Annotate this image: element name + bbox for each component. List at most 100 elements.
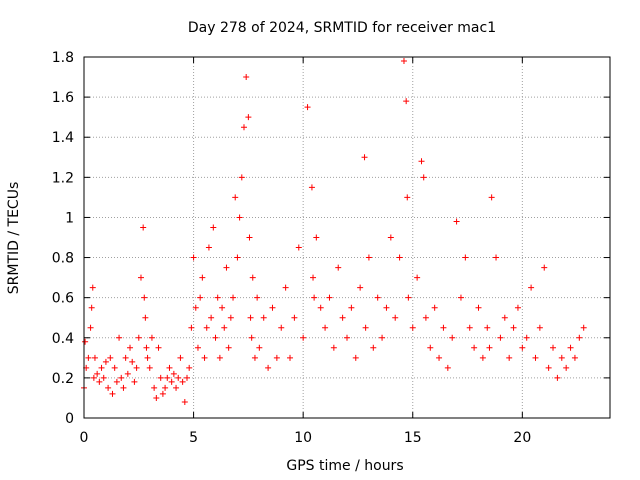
data-point (223, 264, 230, 271)
data-point (536, 324, 543, 331)
data-point (144, 354, 151, 361)
data-point (194, 344, 201, 351)
data-point (567, 344, 574, 351)
data-point (173, 384, 180, 391)
data-point (221, 324, 228, 331)
data-point (157, 374, 164, 381)
data-point (357, 284, 364, 291)
data-point (484, 324, 491, 331)
data-point (497, 334, 504, 341)
data-point (151, 384, 158, 391)
data-point (251, 354, 258, 361)
data-point (344, 334, 350, 341)
y-tick-label: 0.6 (52, 291, 74, 307)
x-tick-label: 15 (404, 430, 422, 446)
data-point (580, 324, 587, 331)
data-point (571, 354, 578, 361)
data-point (254, 294, 261, 301)
data-point (528, 284, 535, 291)
data-point (300, 334, 307, 341)
data-point (162, 384, 169, 391)
data-point (184, 374, 191, 381)
data-point (396, 254, 403, 261)
data-point (111, 364, 118, 371)
y-tick-label: 0 (65, 411, 74, 427)
data-point (519, 344, 526, 351)
data-point (98, 364, 105, 371)
data-point (124, 370, 131, 377)
data-point (137, 274, 144, 281)
data-point (488, 194, 495, 201)
data-point (418, 158, 425, 165)
data-point (501, 314, 508, 321)
data-point (232, 194, 239, 201)
data-point (431, 304, 438, 311)
y-tick-label: 0.8 (52, 251, 74, 267)
data-point (379, 334, 386, 341)
y-axis-label: SRMTID / TECUs (6, 182, 22, 295)
data-point (143, 344, 150, 351)
data-point (278, 324, 285, 331)
data-point (475, 304, 482, 311)
data-point (265, 364, 272, 371)
data-point (400, 58, 407, 65)
data-point (88, 304, 95, 311)
data-point (118, 374, 125, 381)
data-point (362, 324, 369, 331)
data-point (170, 370, 177, 377)
data-point (249, 274, 256, 281)
data-point (523, 334, 530, 341)
data-point (82, 338, 89, 345)
data-point (311, 294, 318, 301)
data-point (102, 358, 109, 365)
data-point (146, 364, 153, 371)
data-point (405, 294, 412, 301)
data-point (427, 344, 434, 351)
data-point (404, 194, 411, 201)
grid-lines (84, 57, 610, 418)
data-point (466, 324, 473, 331)
data-point (457, 294, 464, 301)
data-point (269, 304, 276, 311)
data-point (240, 124, 247, 131)
data-point (326, 294, 333, 301)
data-point (129, 358, 136, 365)
data-point (201, 354, 208, 361)
y-tick-label: 1.8 (52, 50, 74, 66)
data-point (248, 334, 255, 341)
data-point (545, 364, 552, 371)
data-point (90, 374, 97, 381)
data-point (335, 264, 342, 271)
data-point (96, 378, 103, 385)
data-point (317, 304, 324, 311)
y-tick-label: 0.4 (52, 331, 74, 347)
y-tick-label: 1.4 (52, 130, 74, 146)
data-point (122, 354, 129, 361)
data-point (133, 364, 140, 371)
data-point (422, 314, 429, 321)
data-point (304, 104, 311, 111)
data-point (87, 324, 94, 331)
data-point (339, 314, 346, 321)
data-point (109, 390, 116, 397)
data-point (210, 224, 217, 231)
data-point (159, 390, 166, 397)
data-point (295, 244, 302, 251)
data-point (105, 384, 112, 391)
data-point (361, 154, 368, 161)
data-point (348, 304, 355, 311)
data-point (181, 398, 188, 405)
data-point (308, 184, 315, 191)
data-point (192, 304, 199, 311)
data-point (576, 334, 583, 341)
data-point (227, 314, 234, 321)
data-point (514, 304, 521, 311)
data-point (365, 254, 372, 261)
data-point (113, 378, 120, 385)
data-point (140, 224, 147, 231)
data-point (135, 334, 142, 341)
y-tick-label: 1.6 (52, 90, 74, 106)
data-point (462, 254, 469, 261)
data-point (436, 354, 443, 361)
